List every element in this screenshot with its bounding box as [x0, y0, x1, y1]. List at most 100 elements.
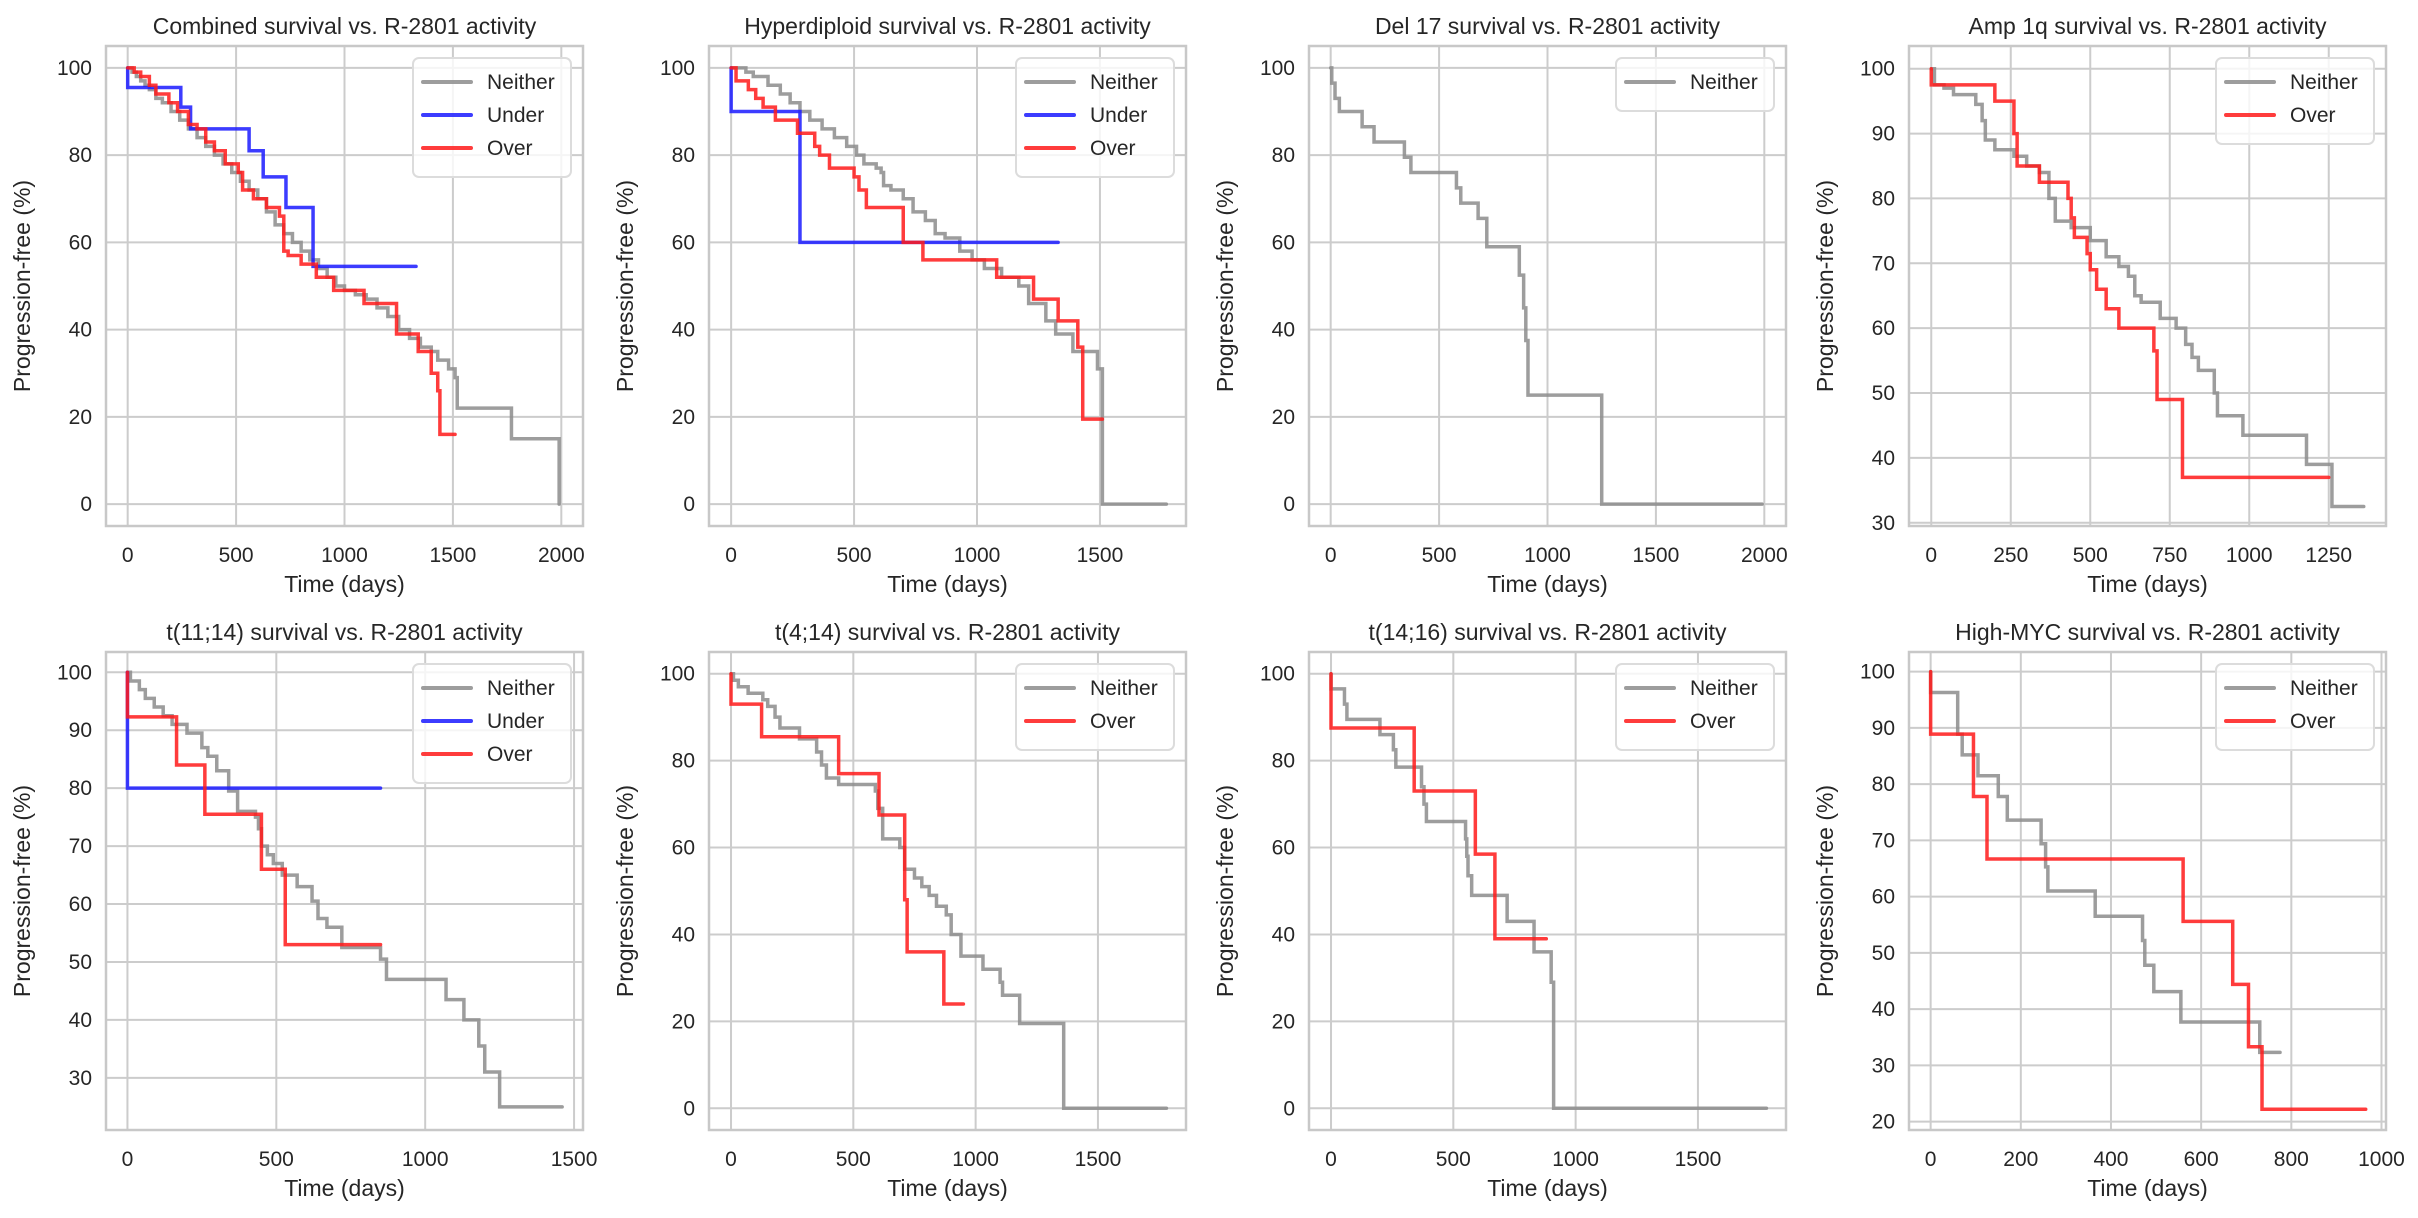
legend: Neither Over — [2215, 663, 2375, 751]
y-tick-label: 70 — [69, 835, 92, 858]
y-tick-label: 60 — [1872, 886, 1895, 909]
x-tick-label: 2000 — [1741, 544, 1788, 567]
x-tick-label: 1000 — [321, 544, 368, 567]
y-tick-label: 60 — [1272, 231, 1295, 254]
x-tick-label: 200 — [2003, 1148, 2038, 1171]
y-axis-label: Progression-free (%) — [9, 180, 35, 392]
chart-title: Amp 1q survival vs. R-2801 activity — [1969, 13, 2327, 39]
y-tick-label: 90 — [69, 719, 92, 742]
x-tick-label: 1500 — [1675, 1148, 1722, 1171]
axes-frame — [1307, 650, 1788, 1132]
y-axis-label: Progression-free (%) — [612, 180, 638, 392]
legend-frame — [2215, 663, 2375, 751]
y-tick-label: 80 — [69, 777, 92, 800]
legend-label: Over — [1090, 137, 1136, 160]
x-tick-label: 500 — [219, 544, 254, 567]
y-axis-label: Progression-free (%) — [9, 785, 35, 997]
y-tick-label: 0 — [683, 1097, 695, 1120]
y-tick-label: 60 — [69, 893, 92, 916]
x-tick-label: 0 — [725, 1148, 737, 1171]
x-tick-label: 500 — [837, 544, 872, 567]
axes-frame — [1907, 650, 2388, 1132]
series-line-over — [1329, 671, 1549, 941]
y-tick-label: 60 — [1872, 317, 1895, 340]
legend: Neither Over — [1015, 663, 1175, 751]
legend: Neither Under Over — [412, 663, 572, 784]
series-line-neither — [1928, 669, 2282, 1055]
x-axis-label: Time (days) — [2087, 1175, 2208, 1201]
legend-label: Neither — [1090, 71, 1158, 94]
x-tick-label: 400 — [2093, 1148, 2128, 1171]
axes-frame — [104, 44, 585, 528]
x-tick-label: 500 — [259, 1148, 294, 1171]
y-tick-label: 100 — [660, 57, 695, 80]
legend: Neither Under Over — [1015, 57, 1175, 178]
y-tick-label: 100 — [1260, 663, 1295, 686]
legend: Neither Under Over — [412, 57, 572, 178]
x-tick-label: 500 — [1422, 544, 1457, 567]
x-tick-label: 0 — [1325, 1148, 1337, 1171]
y-tick-label: 20 — [672, 1010, 695, 1033]
legend-label: Over — [2290, 104, 2336, 127]
y-tick-label: 60 — [1272, 837, 1295, 860]
axes-frame — [104, 650, 585, 1132]
series-line-neither — [1329, 671, 1769, 1111]
y-tick-label: 40 — [672, 319, 695, 342]
legend-label: Neither — [487, 677, 555, 700]
legend-label: Over — [1690, 710, 1736, 733]
chart-panel: 0 200 400 600 800 1000 20 30 40 50 60 70 80 90 100 High… — [1812, 619, 2405, 1201]
series-line-neither — [125, 66, 561, 506]
y-tick-label: 20 — [1872, 1111, 1895, 1134]
y-tick-label: 100 — [1860, 661, 1895, 684]
y-tick-label: 0 — [1283, 493, 1295, 516]
chart-panel: 0 500 1000 1500 2000 0 20 40 60 80 100 Del 17 survi… — [1212, 13, 1788, 597]
y-tick-label: 40 — [69, 319, 92, 342]
legend-label: Under — [487, 710, 544, 733]
y-axis-label: Progression-free (%) — [1212, 785, 1238, 997]
y-tick-label: 90 — [1872, 717, 1895, 740]
chart-title: t(11;14) survival vs. R-2801 activity — [166, 619, 523, 645]
y-tick-label: 20 — [1272, 1010, 1295, 1033]
y-tick-label: 20 — [672, 406, 695, 429]
legend-frame — [1615, 57, 1775, 112]
x-tick-label: 1500 — [1077, 544, 1124, 567]
legend: Neither — [1615, 57, 1775, 112]
legend-label: Neither — [1090, 677, 1158, 700]
y-tick-label: 80 — [1872, 187, 1895, 210]
x-axis-label: Time (days) — [887, 1175, 1008, 1201]
x-axis-label: Time (days) — [1487, 1175, 1608, 1201]
y-tick-label: 50 — [1872, 382, 1895, 405]
x-axis-label: Time (days) — [284, 1175, 405, 1201]
chart-title: t(4;14) survival vs. R-2801 activity — [775, 619, 1121, 645]
x-axis-label: Time (days) — [2087, 571, 2208, 597]
y-tick-label: 60 — [672, 231, 695, 254]
x-tick-label: 1000 — [1552, 1148, 1599, 1171]
chart-panel: 0 500 1000 1500 0 20 40 60 80 100 t(4;14) survival… — [612, 619, 1188, 1201]
y-tick-label: 30 — [69, 1067, 92, 1090]
legend-frame — [1015, 663, 1175, 751]
legend-frame — [2215, 57, 2375, 145]
x-tick-label: 2000 — [538, 544, 585, 567]
y-tick-label: 40 — [1872, 998, 1895, 1021]
y-tick-label: 100 — [57, 661, 92, 684]
y-axis-label: Progression-free (%) — [612, 785, 638, 997]
y-tick-label: 60 — [672, 837, 695, 860]
axes-frame — [707, 650, 1188, 1132]
series-line-neither — [729, 66, 1169, 506]
series-line-over — [729, 671, 966, 1006]
x-tick-label: 1000 — [402, 1148, 449, 1171]
x-tick-label: 250 — [1993, 544, 2028, 567]
y-tick-label: 100 — [1260, 57, 1295, 80]
legend: Neither Over — [2215, 57, 2375, 145]
axes-frame — [1907, 44, 2388, 528]
legend-label: Over — [2290, 710, 2336, 733]
x-tick-label: 0 — [1325, 544, 1337, 567]
x-tick-label: 1500 — [1633, 544, 1680, 567]
y-tick-label: 70 — [1872, 829, 1895, 852]
x-axis-label: Time (days) — [887, 571, 1008, 597]
x-tick-label: 1250 — [2305, 544, 2352, 567]
chart-panel: 0 500 1000 1500 0 20 40 60 80 100 t(14;16) surviva… — [1212, 619, 1788, 1201]
legend-label: Neither — [487, 71, 555, 94]
x-tick-label: 600 — [2184, 1148, 2219, 1171]
y-tick-label: 100 — [1860, 58, 1895, 81]
